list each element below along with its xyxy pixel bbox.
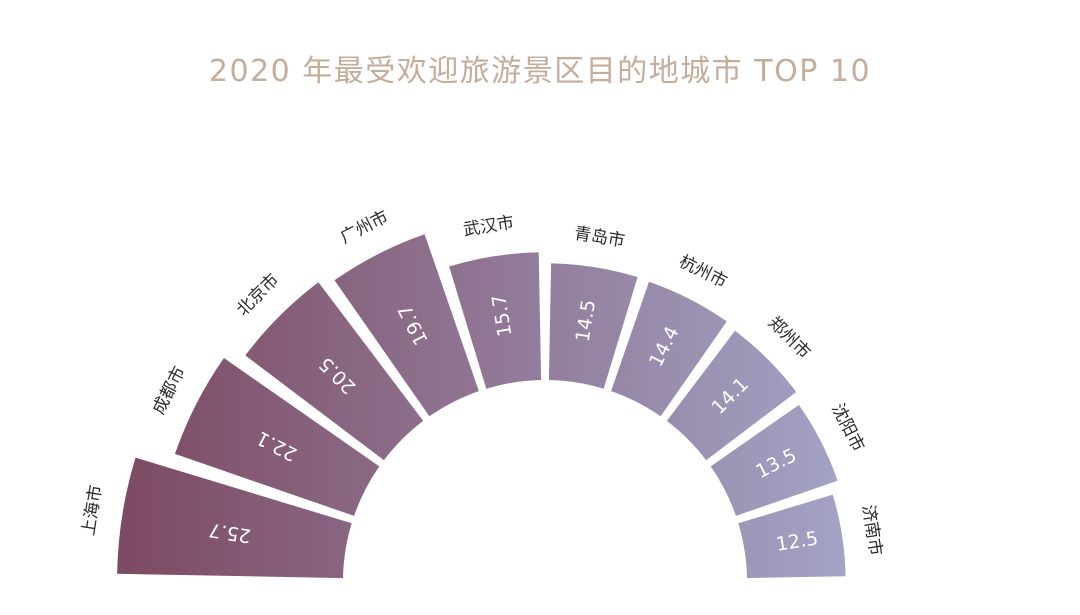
bar-9 (710, 404, 838, 516)
bars-group (117, 234, 846, 579)
bar-3 (245, 282, 424, 461)
category-label-3: 北京市 (233, 270, 283, 320)
bar-2 (175, 358, 380, 516)
category-label-10: 济南市 (858, 504, 886, 558)
bar-5 (449, 252, 542, 389)
bar-4 (334, 234, 479, 417)
bar-6 (548, 263, 638, 389)
category-label-4: 广州市 (337, 207, 392, 248)
bar-8 (666, 330, 797, 461)
bar-10 (738, 494, 846, 579)
category-label-9: 沈阳市 (827, 401, 868, 456)
bar-1 (117, 457, 352, 579)
category-label-7: 杭州市 (676, 252, 731, 293)
bar-7 (611, 281, 727, 417)
category-label-6: 青岛市 (573, 224, 627, 252)
category-label-1: 上海市 (79, 484, 107, 538)
category-label-8: 郑州市 (764, 313, 814, 363)
category-label-2: 成都市 (149, 363, 190, 418)
category-label-5: 武汉市 (462, 213, 516, 241)
chart-title: 2020 年最受欢迎旅游景区目的地城市 TOP 10 (208, 54, 872, 89)
